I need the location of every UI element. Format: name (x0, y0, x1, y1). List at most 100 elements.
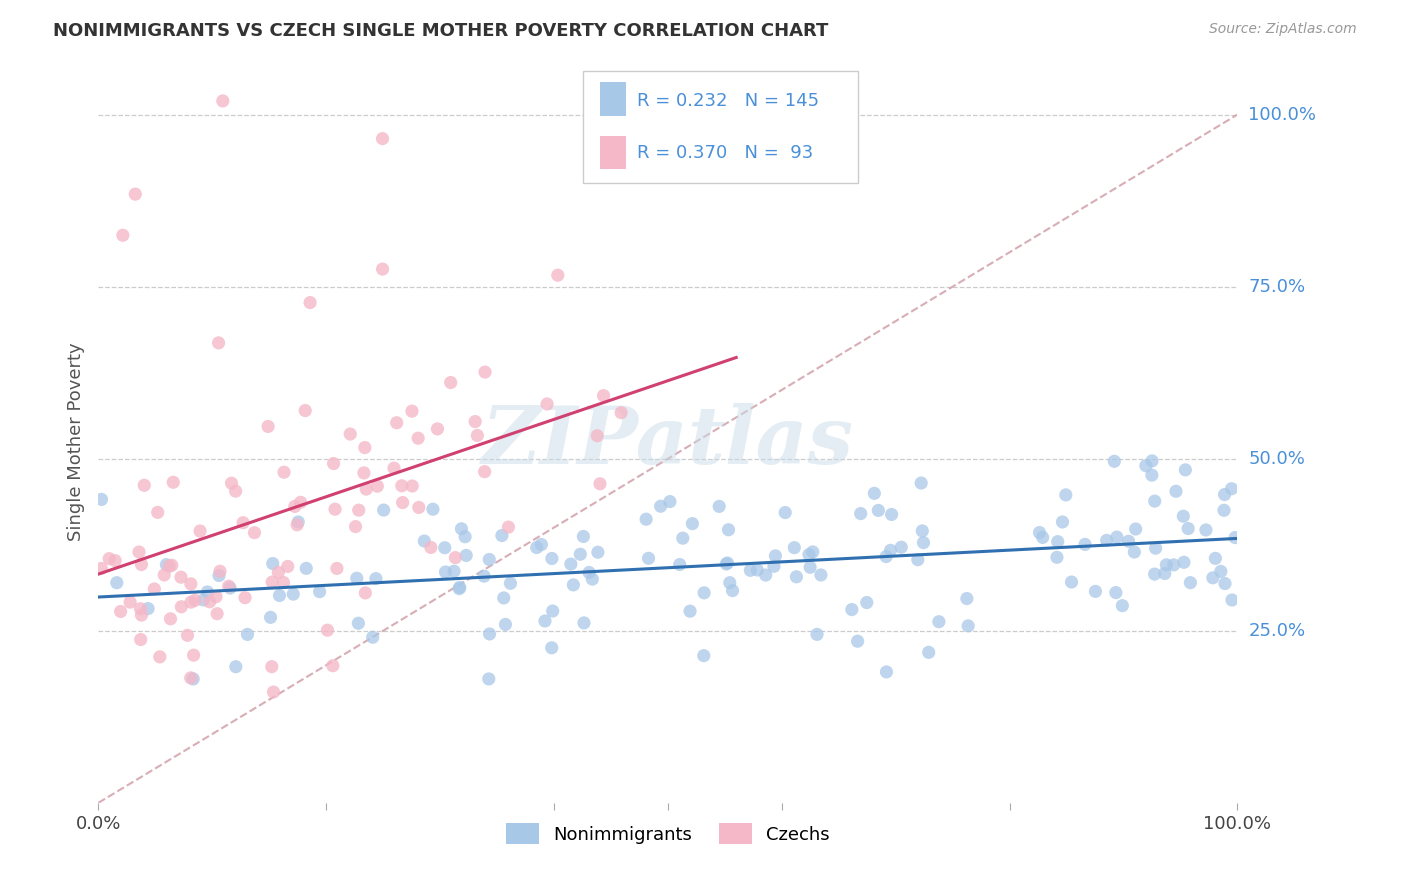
Point (184, 593, 207, 607)
Point (1111, 599, 1133, 613)
Y-axis label: Single Mother Poverty: Single Mother Poverty (66, 343, 84, 541)
Point (257, 419, 280, 434)
Point (443, 564, 465, 578)
Point (1174, 463, 1197, 477)
Point (547, 268, 569, 283)
Point (681, 516, 703, 531)
Point (454, 530, 477, 544)
Point (716, 557, 738, 571)
Point (124, 187, 146, 202)
Point (541, 604, 564, 618)
Point (322, 457, 344, 471)
Point (1144, 541, 1167, 556)
Point (197, 585, 219, 599)
Point (890, 540, 912, 554)
Text: ZIPatlas: ZIPatlas (482, 403, 853, 480)
Point (879, 543, 901, 558)
Point (111, 228, 134, 243)
Point (408, 500, 430, 515)
Point (180, 577, 202, 591)
Point (207, 335, 229, 350)
Point (560, 557, 582, 571)
Text: NONIMMIGRANTS VS CZECH SINGLE MOTHER POVERTY CORRELATION CHART: NONIMMIGRANTS VS CZECH SINGLE MOTHER POV… (53, 22, 828, 40)
Point (129, 601, 152, 615)
Point (1156, 558, 1178, 572)
Point (540, 640, 562, 655)
Point (422, 502, 444, 516)
Point (636, 512, 658, 526)
Point (499, 576, 522, 591)
Point (716, 556, 738, 570)
Point (1140, 454, 1163, 468)
Point (530, 537, 553, 551)
Point (536, 397, 558, 411)
Point (160, 558, 183, 573)
Point (875, 549, 897, 564)
Point (263, 685, 285, 699)
Point (188, 524, 211, 538)
Point (259, 610, 281, 624)
Point (1046, 550, 1069, 565)
Point (569, 547, 592, 561)
Point (406, 431, 429, 445)
Point (183, 648, 205, 663)
Point (785, 570, 807, 584)
Point (586, 545, 609, 559)
Point (1163, 558, 1185, 572)
Point (129, 632, 152, 647)
Point (863, 486, 886, 500)
Point (211, 94, 233, 108)
Point (326, 561, 349, 575)
Point (464, 415, 486, 429)
Point (572, 529, 595, 543)
Point (262, 575, 284, 590)
Point (205, 607, 228, 621)
Point (316, 623, 339, 637)
Point (1153, 566, 1175, 581)
Point (243, 525, 266, 540)
Point (143, 582, 166, 596)
Point (426, 422, 449, 436)
Point (658, 494, 681, 508)
Point (449, 582, 471, 596)
Point (1054, 488, 1077, 502)
Point (1046, 534, 1069, 549)
Point (366, 479, 388, 493)
Point (589, 476, 612, 491)
Point (354, 482, 377, 496)
Point (346, 571, 368, 585)
Point (472, 569, 495, 583)
Point (541, 551, 564, 566)
Point (1143, 494, 1166, 508)
Point (159, 612, 181, 626)
Point (763, 549, 786, 563)
Point (170, 570, 193, 584)
Point (806, 627, 828, 641)
Point (526, 541, 548, 555)
Point (717, 523, 740, 537)
Point (1213, 576, 1236, 591)
Point (586, 428, 609, 442)
Point (581, 572, 603, 586)
Point (131, 558, 153, 572)
Point (912, 535, 935, 549)
Point (110, 605, 132, 619)
Point (284, 500, 307, 514)
Point (287, 515, 309, 529)
Point (534, 614, 557, 628)
Point (153, 568, 176, 582)
Point (180, 671, 202, 685)
Point (1213, 503, 1236, 517)
Point (709, 500, 731, 514)
Point (323, 502, 346, 516)
Point (650, 500, 672, 514)
Point (391, 495, 413, 509)
Point (157, 559, 180, 574)
Point (155, 558, 177, 572)
Point (1164, 484, 1187, 499)
Point (218, 579, 240, 593)
Point (783, 541, 806, 555)
Point (868, 503, 890, 517)
Point (1105, 530, 1128, 544)
Point (578, 566, 600, 580)
